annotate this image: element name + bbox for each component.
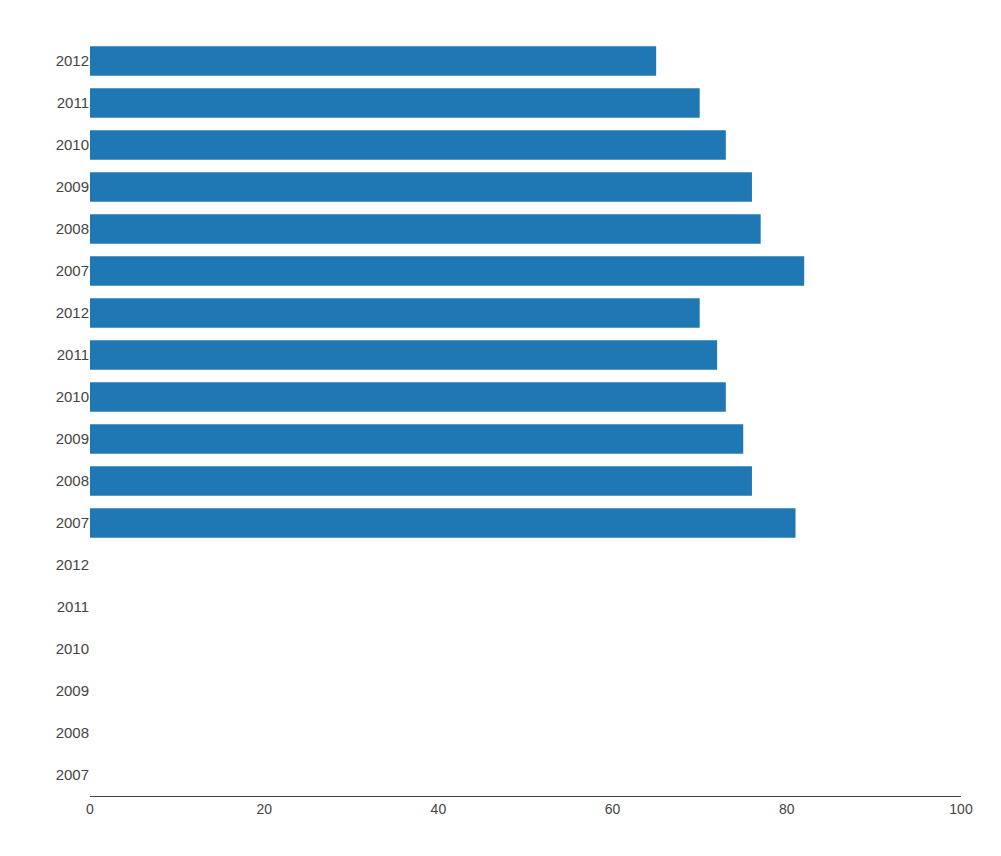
- svg-text:2009: 2009: [56, 430, 89, 447]
- svg-text:20: 20: [256, 801, 272, 817]
- svg-text:2008: 2008: [56, 472, 89, 489]
- svg-text:2012: 2012: [56, 52, 89, 69]
- svg-text:2011: 2011: [57, 94, 89, 111]
- svg-text:100: 100: [949, 801, 973, 817]
- svg-text:80: 80: [779, 801, 795, 817]
- svg-text:2009: 2009: [56, 178, 89, 195]
- svg-text:2012: 2012: [56, 556, 89, 573]
- svg-text:2010: 2010: [56, 388, 89, 405]
- svg-text:2007: 2007: [56, 514, 89, 531]
- svg-text:2011: 2011: [57, 346, 89, 363]
- svg-text:2007: 2007: [56, 766, 89, 783]
- svg-text:2011: 2011: [57, 598, 89, 615]
- svg-text:2010: 2010: [56, 136, 89, 153]
- svg-text:0: 0: [86, 801, 94, 817]
- svg-text:40: 40: [431, 801, 447, 817]
- svg-text:2007: 2007: [56, 262, 89, 279]
- svg-text:2009: 2009: [56, 682, 89, 699]
- svg-text:2008: 2008: [56, 724, 89, 741]
- svg-text:60: 60: [605, 801, 621, 817]
- svg-text:2012: 2012: [56, 304, 89, 321]
- svg-text:2008: 2008: [56, 220, 89, 237]
- svg-text:2010: 2010: [56, 640, 89, 657]
